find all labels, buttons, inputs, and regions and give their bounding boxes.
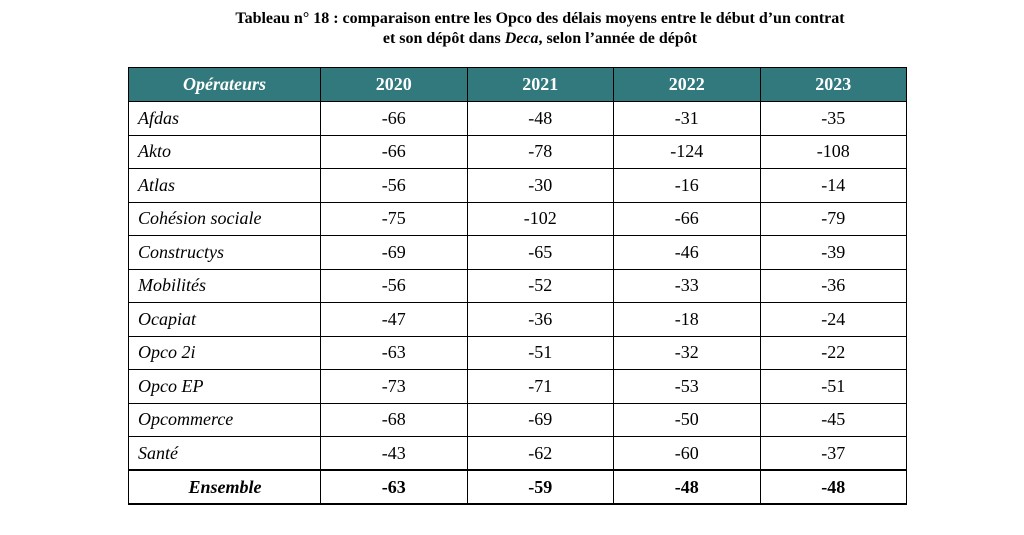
value-cell: -14 [759, 168, 907, 203]
table-row: Opco EP -73 -71 -53 -51 [128, 369, 907, 404]
value-cell: -48 [466, 101, 614, 136]
value-cell: -56 [320, 168, 468, 203]
operator-cell: Akto [128, 134, 321, 169]
value-cell: -68 [320, 402, 468, 437]
value-cell: -66 [320, 101, 468, 136]
value-cell: -69 [320, 235, 468, 270]
table-title-line-2: et son dépôt dans Deca, selon l’année de… [170, 29, 910, 49]
value-cell: -66 [613, 201, 761, 236]
operator-cell: Santé [128, 436, 321, 471]
value-cell: -37 [759, 436, 907, 471]
operator-cell: Constructys [128, 235, 321, 270]
column-header-2021: 2021 [466, 67, 614, 102]
value-cell: -30 [466, 168, 614, 203]
total-label-cell: Ensemble [128, 469, 321, 505]
value-cell: -33 [613, 268, 761, 303]
table-row: Santé -43 -62 -60 -37 [128, 436, 907, 471]
operator-cell: Afdas [128, 101, 321, 136]
value-cell: -79 [759, 201, 907, 236]
value-cell: -36 [759, 268, 907, 303]
total-value-cell: -59 [466, 469, 614, 505]
column-header-2020: 2020 [320, 67, 468, 102]
operator-cell: Ocapiat [128, 302, 321, 337]
total-value-cell: -48 [613, 469, 761, 505]
value-cell: -51 [759, 369, 907, 404]
value-cell: -53 [613, 369, 761, 404]
value-cell: -56 [320, 268, 468, 303]
value-cell: -24 [759, 302, 907, 337]
value-cell: -22 [759, 335, 907, 370]
value-cell: -75 [320, 201, 468, 236]
data-table: Opérateurs 2020 2021 2022 2023 Afdas -66-… [128, 67, 907, 505]
table-row: Constructys -69 -65 -46 -39 [128, 235, 907, 270]
operator-cell: Mobilités [128, 268, 321, 303]
total-value-cell: -63 [320, 469, 468, 505]
operator-cell: Opco EP [128, 369, 321, 404]
value-cell: -47 [320, 302, 468, 337]
value-cell: -69 [466, 402, 614, 437]
value-cell: -39 [759, 235, 907, 270]
value-cell: -52 [466, 268, 614, 303]
value-cell: -36 [466, 302, 614, 337]
value-cell: -73 [320, 369, 468, 404]
table-title-line-2-italic: Deca [504, 30, 539, 47]
value-cell: -62 [466, 436, 614, 471]
table-row: Atlas -56 -30 -16 -14 [128, 168, 907, 203]
table-title-line-1: Tableau n° 18 : comparaison entre les Op… [235, 10, 845, 27]
value-cell: -35 [759, 101, 907, 136]
table-row: Cohésion sociale -75 -102 -66 -79 [128, 201, 907, 236]
operator-cell: Opco 2i [128, 335, 321, 370]
value-cell: -66 [320, 134, 468, 169]
total-row: Ensemble -63 -59 -48 -48 [128, 469, 907, 505]
column-header-operateurs: Opérateurs [128, 67, 321, 102]
total-value-cell: -48 [759, 469, 907, 505]
table-title: Tableau n° 18 : comparaison entre les Op… [170, 9, 910, 49]
table-title-line-2-prefix: et son dépôt dans [382, 30, 505, 47]
value-cell: -102 [466, 201, 614, 236]
value-cell: -108 [759, 134, 907, 169]
column-header-2023: 2023 [759, 67, 907, 102]
value-cell: -60 [613, 436, 761, 471]
table-row: Mobilités -56 -52 -33 -36 [128, 268, 907, 303]
value-cell: -50 [613, 402, 761, 437]
value-cell: -65 [466, 235, 614, 270]
value-cell: -78 [466, 134, 614, 169]
table-title-line-2-suffix: , selon l’année de dépôt [538, 30, 698, 47]
value-cell: -45 [759, 402, 907, 437]
table-row: Opcommerce -68 -69 -50 -45 [128, 402, 907, 437]
value-cell: -32 [613, 335, 761, 370]
operator-cell: Opcommerce [128, 402, 321, 437]
header-row: Opérateurs 2020 2021 2022 2023 [128, 67, 907, 102]
value-cell: -63 [320, 335, 468, 370]
table-body: Afdas -66 -48 -31 -35 Akto -66 -78 -124 -108 Atlas… [128, 101, 907, 505]
column-header-2022: 2022 [613, 67, 761, 102]
table-row: Ocapiat -47 -36 -18 -24 [128, 302, 907, 337]
operator-cell: Cohésion sociale [128, 201, 321, 236]
table-row: Opco 2i -63 -51 -32 -22 [128, 335, 907, 370]
value-cell: -16 [613, 168, 761, 203]
table-row: Afdas -66 -48 -31 -35 [128, 101, 907, 136]
value-cell: -51 [466, 335, 614, 370]
table-row: Akto -66 -78 -124 -108 [128, 134, 907, 169]
value-cell: -46 [613, 235, 761, 270]
value-cell: -31 [613, 101, 761, 136]
value-cell: -124 [613, 134, 761, 169]
value-cell: -43 [320, 436, 468, 471]
value-cell: -71 [466, 369, 614, 404]
operator-cell: Atlas [128, 168, 321, 203]
value-cell: -18 [613, 302, 761, 337]
